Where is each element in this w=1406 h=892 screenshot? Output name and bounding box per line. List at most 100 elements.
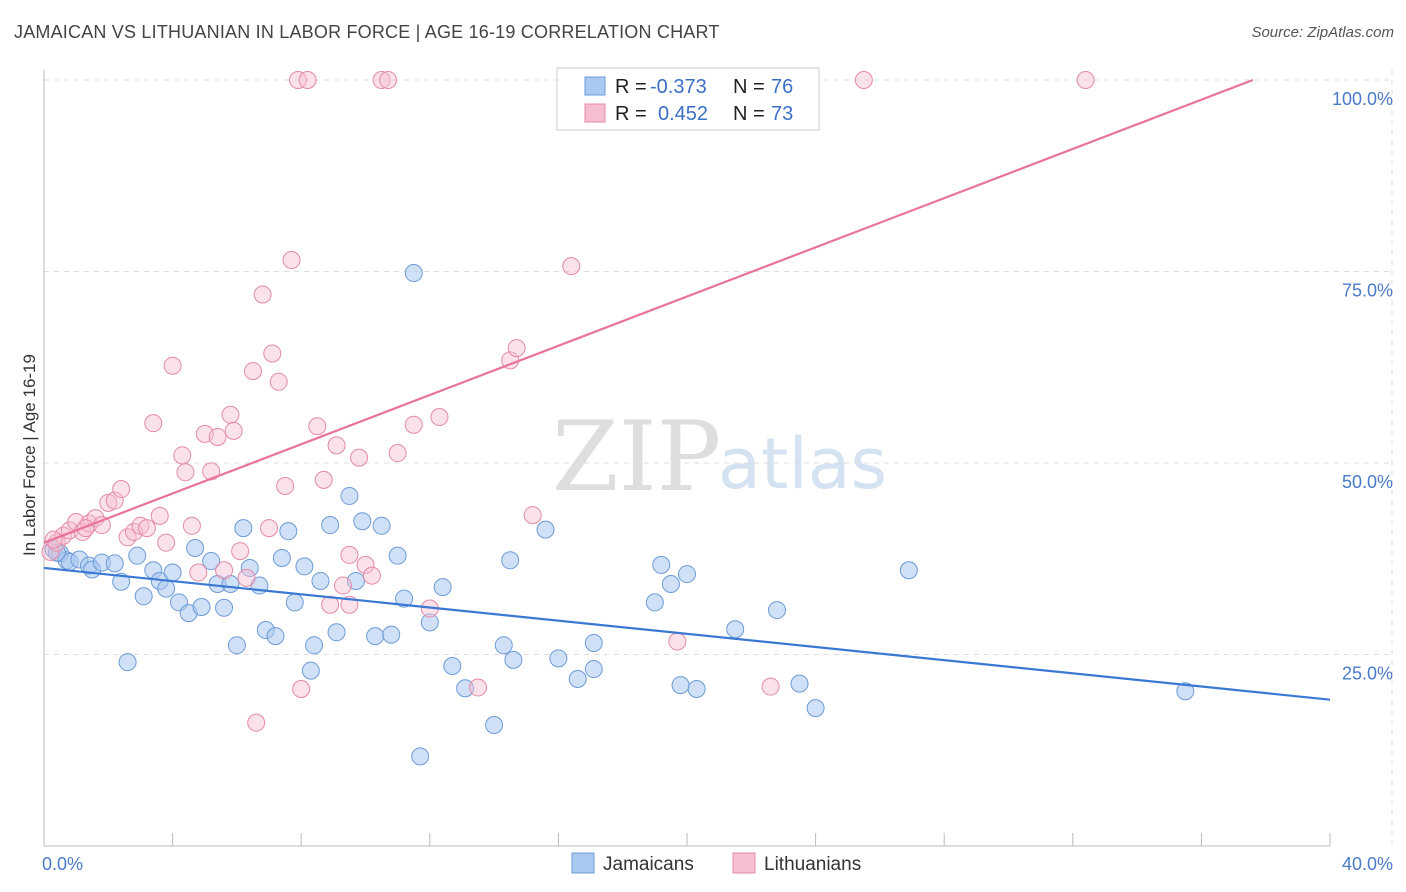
lithuanian-point — [308, 417, 327, 436]
correlation-legend: R = -0.373 N = 76 R = 0.452 N = 73 — [556, 67, 820, 131]
lithuanian-point — [333, 576, 352, 595]
lithuanian-point — [112, 480, 131, 499]
trend-lines — [43, 78, 1331, 701]
jamaican-point — [504, 650, 523, 669]
lithuanian-point — [253, 285, 272, 304]
y-axis-label: In Labor Force | Age 16-19 — [20, 354, 39, 556]
lithuanian-point — [854, 71, 873, 89]
lithuanian-point — [144, 414, 163, 433]
lithuanian-trend-line — [43, 78, 1254, 544]
jamaican-point — [327, 623, 346, 642]
jamaican-point — [443, 656, 462, 675]
lithuanian-point — [276, 476, 295, 495]
lithuanian-point — [298, 71, 317, 89]
lithuanian-point — [282, 251, 301, 270]
lithuanian-point — [327, 436, 346, 455]
jamaican-point — [301, 661, 320, 680]
legend-n-label: N = — [733, 76, 765, 98]
lithuanian-point — [157, 533, 176, 552]
jamaican-point — [157, 579, 176, 598]
lithuanian-point — [150, 506, 169, 525]
jamaican-point — [311, 571, 330, 590]
jamaican-point — [485, 715, 504, 734]
lithuanian-point — [292, 679, 311, 698]
gridlines — [44, 70, 1393, 846]
jamaican-point — [266, 627, 285, 646]
jamaican-point — [272, 548, 291, 567]
jamaican-point — [285, 593, 304, 612]
lithuanian-point — [105, 491, 124, 510]
lithuanian-point — [221, 405, 240, 424]
jamaican-point — [353, 512, 372, 531]
lithuanian-point — [76, 519, 95, 538]
lithuanian-point — [404, 415, 423, 434]
lithuanian-point — [507, 339, 526, 358]
lithuanian-point — [263, 344, 282, 363]
legend-n-value: 73 — [771, 103, 793, 125]
jamaican-point — [726, 620, 745, 639]
jamaican-point — [112, 572, 131, 591]
lithuanian-point — [668, 632, 687, 651]
jamaican-point — [382, 625, 401, 644]
jamaican-point — [321, 516, 340, 535]
axes — [43, 70, 1331, 847]
jamaican-point — [584, 634, 603, 653]
lithuanian-point — [231, 542, 250, 561]
jamaican-point — [661, 575, 680, 594]
lithuanian-point — [523, 506, 542, 525]
jamaican-point — [295, 557, 314, 576]
chart-title: JAMAICAN VS LITHUANIAN IN LABOR FORCE | … — [14, 22, 720, 42]
legend-r-label: R = — [615, 76, 647, 98]
y-tick-label: 75.0% — [1342, 281, 1393, 301]
jamaican-point — [404, 264, 423, 283]
lithuanian-point — [388, 444, 407, 463]
lithuanian-point — [202, 462, 221, 481]
jamaican-point — [806, 699, 825, 718]
jamaican-point — [372, 516, 391, 535]
jamaican-point — [420, 613, 439, 632]
x-tick-label: 0.0% — [42, 854, 83, 874]
source-credit: Source: ZipAtlas.com — [1251, 24, 1394, 41]
lithuanian-point — [215, 561, 234, 580]
lithuanian-point — [163, 356, 182, 375]
legend-n-value: 76 — [771, 76, 793, 98]
jamaican-point — [568, 670, 587, 689]
legend-r-value: 0.452 — [658, 103, 708, 125]
lithuanian-point — [761, 677, 780, 696]
jamaican-point — [340, 486, 359, 505]
legend-swatch-lithuanians — [584, 103, 606, 123]
lithuanian-point — [362, 566, 381, 585]
lithuanian-point — [176, 463, 195, 482]
lithuanian-point — [224, 421, 243, 440]
lithuanian-point — [243, 362, 262, 381]
lithuanian-point — [372, 71, 391, 89]
jamaican-point — [652, 555, 671, 574]
legend-label-jamaicans: Jamaicans — [603, 854, 694, 875]
lithuanian-point — [208, 427, 227, 446]
lithuanian-point — [562, 257, 581, 276]
jamaican-point — [456, 679, 475, 698]
legend-swatch-jamaicans — [584, 76, 606, 96]
jamaican-point — [279, 522, 298, 541]
jamaican-point — [215, 598, 234, 617]
jamaican-point — [433, 578, 452, 597]
lithuanian-point — [379, 71, 398, 89]
jamaican-point — [227, 636, 246, 655]
lithuanian-point — [1076, 71, 1095, 89]
jamaican-point — [305, 636, 324, 655]
jamaican-point — [645, 593, 664, 612]
jamaican-point — [118, 653, 137, 672]
lithuanian-point — [288, 71, 307, 89]
jamaican-point — [240, 558, 259, 577]
jamaican-point — [134, 587, 153, 606]
jamaican-point — [395, 589, 414, 608]
jamaican-point — [678, 565, 696, 584]
jamaican-point — [768, 601, 787, 620]
jamaican-point — [163, 563, 182, 582]
x-tick-label: 40.0% — [1342, 854, 1393, 874]
lithuanian-point — [430, 408, 449, 427]
lithuanian-point — [260, 519, 279, 538]
watermark-atlas: atlas — [718, 423, 887, 505]
lithuanian-point — [269, 372, 288, 391]
